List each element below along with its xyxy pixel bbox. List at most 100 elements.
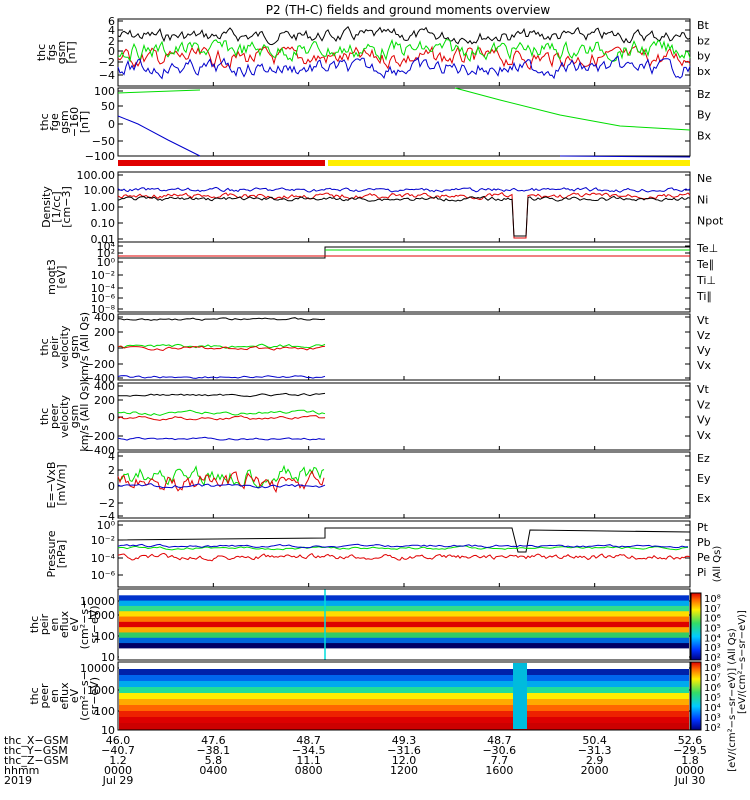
x-tick-label: 11.1 [296, 754, 321, 767]
y-tick-label: −2 [99, 497, 115, 510]
legend-vt: Vt [697, 314, 710, 327]
series-ni [117, 195, 691, 237]
y-axis-label: thc [38, 408, 51, 425]
spectrogram-band [119, 637, 689, 644]
y-tick-label: 0.01 [91, 233, 116, 246]
panel-7: 42 0 −2−4 E=−VxB[mV/m] Ez Ey Ex [45, 450, 711, 523]
y-axis-label: peer [48, 404, 61, 430]
legend-ni: Ni [697, 193, 708, 206]
end-date: Jul 30 [674, 774, 706, 787]
y-tick-label: −400 [85, 444, 115, 457]
y-tick-label: 0 [108, 480, 115, 493]
legend-te⊥: Te⊥ [696, 242, 718, 255]
legend-bz: Bz [697, 88, 711, 101]
spectrogram-band [119, 616, 689, 623]
y-axis-label: fge [48, 113, 61, 131]
legend-pt: Pt [697, 521, 709, 534]
legend-vt: Vt [697, 383, 710, 396]
x-tick-label: 50.4 [582, 734, 607, 747]
y-axis-label: gsm [55, 41, 68, 64]
y-axis-label: [1/cc] [50, 191, 63, 222]
y-tick-label: 10⁻² [91, 534, 115, 547]
series-ez [117, 470, 325, 494]
x-tick-label: −38.1 [196, 744, 230, 757]
x-tick-label: 7.7 [491, 754, 509, 767]
panel-frame [117, 18, 691, 87]
spectrogram-band [119, 605, 689, 612]
legend-npot: Npot [697, 215, 724, 228]
y-axis-label: gsm [68, 405, 81, 428]
spectrogram-band [119, 711, 689, 718]
colorbar-tick: 10⁴ [704, 633, 721, 644]
y-tick-label: −200 [85, 358, 115, 371]
legend-vz: Vz [697, 329, 711, 342]
y-axis-label: [cm−3] [60, 186, 73, 228]
x-tick-label: 1.2 [109, 754, 127, 767]
x-tick-label: 47.6 [201, 734, 226, 747]
spectrogram-band [119, 717, 689, 724]
y-axis-label: [nPa] [55, 540, 68, 568]
x-tick-label: −29.5 [673, 744, 707, 757]
legend-by: By [697, 109, 712, 122]
panel-3: 100.00 10.00 1.00 0.10 0.01 Density[1/cc][cm−… [40, 169, 724, 246]
colorbar-tick: 10⁵ [704, 693, 721, 704]
legend-by: by [697, 50, 711, 63]
y-tick-label: −200 [85, 430, 115, 443]
y-tick-label: 10000 [80, 662, 115, 675]
y-tick-label: 0 [108, 411, 115, 424]
y-tick-label: 6 [108, 15, 115, 28]
spectrogram-band [119, 669, 689, 676]
spectrogram-band [119, 621, 689, 628]
spectrogram-band [119, 632, 689, 639]
legend-vy: Vy [697, 344, 711, 357]
legend-vz: Vz [697, 398, 711, 411]
y-axis-label: [eV] [55, 266, 68, 289]
colorbar-tick: 10⁷ [704, 604, 721, 615]
spectrogram-band [119, 595, 689, 602]
colorbar-tick: 10⁸ [704, 594, 721, 605]
spectrogram-band [119, 653, 689, 660]
panel-8: 10⁰ 10⁻² 10⁻⁴ 10⁻⁶ Pressure[nPa] Pt Pb Pe Pi (All… [45, 519, 723, 588]
colorbar-tick: 10⁶ [704, 614, 721, 625]
y-tick-label: 400 [94, 380, 115, 393]
x-tick-label: −31.6 [387, 744, 421, 757]
x-tick-label: 2.9 [586, 754, 604, 767]
panel-frame [117, 87, 691, 157]
spectrogram-band [119, 611, 689, 618]
y-axis-label: Pressure [45, 530, 58, 577]
legend-pb: Pb [697, 536, 711, 549]
year-label: 2019 [4, 774, 32, 787]
legend-ti⊥: Ti⊥ [696, 274, 716, 287]
y-axis-label: peir [48, 336, 61, 358]
series-by-fge-2 [454, 87, 691, 131]
legend-bx: Bx [697, 129, 712, 142]
y-axis-label: velocity [58, 325, 71, 368]
y-axis-label: E=−VxB [45, 462, 58, 509]
y-tick-label: −2 [99, 56, 115, 69]
spectrogram-band [119, 699, 689, 706]
y-tick-label: 10⁴ [97, 240, 116, 253]
x-tick-label: 0800 [295, 764, 323, 777]
spectrogram-band [119, 648, 689, 655]
y-axis-label: en [48, 618, 61, 632]
x-tick-label: 0000 [676, 764, 704, 777]
y-tick-label: 10⁰ [97, 519, 116, 532]
y-tick-label: 10⁰ [97, 256, 116, 269]
spectrogram-band [119, 705, 689, 712]
series-vz-i [117, 345, 326, 352]
spectrogram-electrons [119, 663, 689, 730]
spectrogram-band [119, 627, 689, 633]
series-bx-fge-2 [559, 155, 691, 158]
spectrogram-band [119, 681, 689, 688]
colorbar-tick: 10² [704, 723, 721, 734]
legend-pe: Pe [697, 551, 710, 564]
legend-vy: Vy [697, 414, 711, 427]
y-axis-label: gsm [68, 335, 81, 358]
y-tick-label: 10.00 [84, 184, 116, 197]
colorbar-tick: 10⁶ [704, 683, 721, 694]
x-tick-label: 52.6 [678, 734, 703, 747]
y-axis-label: velocity [58, 395, 71, 438]
